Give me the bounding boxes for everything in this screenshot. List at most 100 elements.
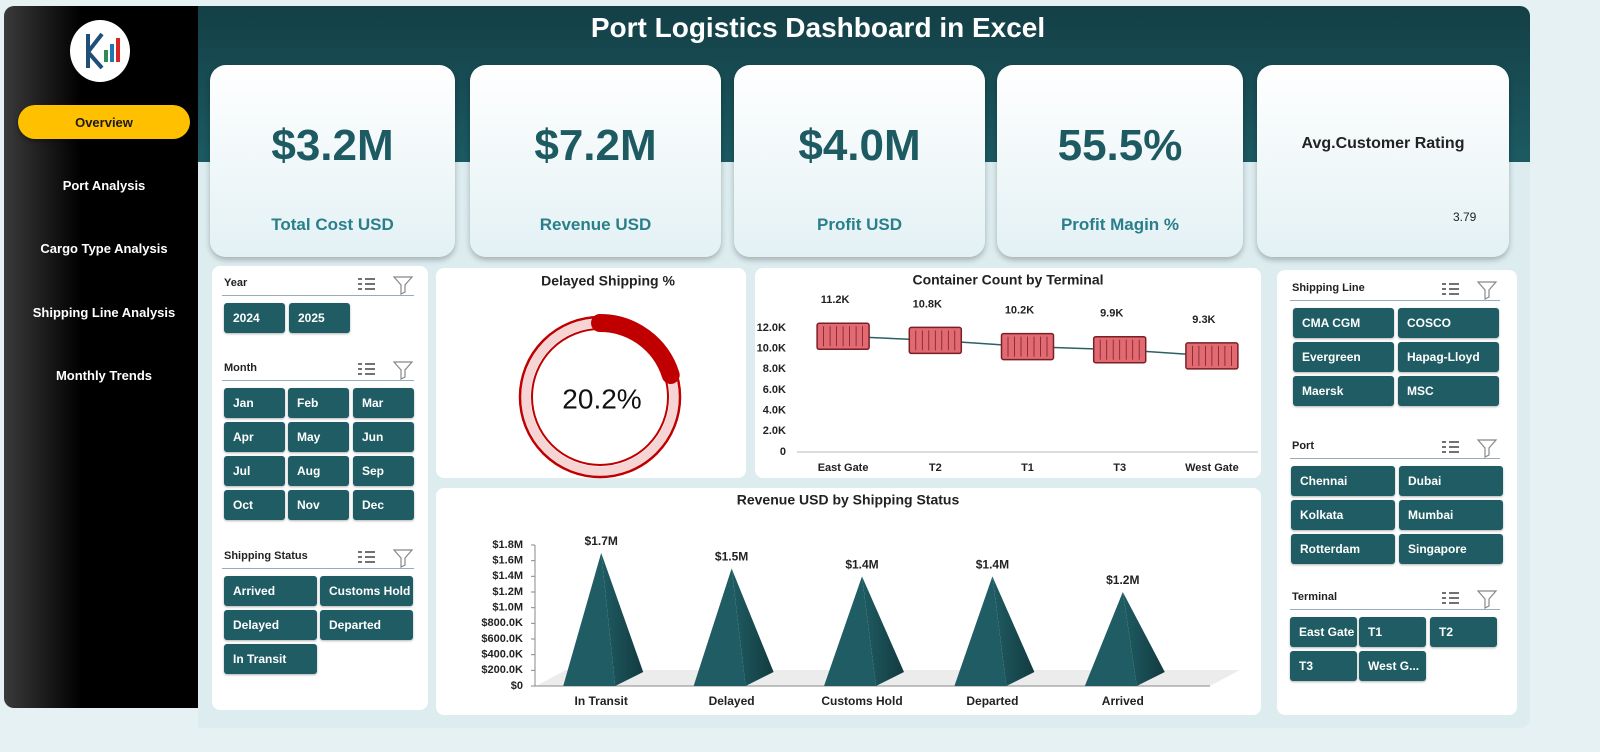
pyramid-side: [601, 552, 644, 686]
kpi-label: Profit USD: [817, 215, 902, 234]
slicer-item[interactable]: Feb: [288, 388, 349, 418]
y-tick-label: 8.0K: [763, 363, 786, 375]
x-tick-label: In Transit: [575, 694, 628, 708]
clear-filter-icon: [1476, 590, 1498, 609]
slicer-item[interactable]: MSC: [1398, 376, 1499, 406]
kpi-card: 55.5% Profit Magin %: [997, 65, 1243, 257]
slicer-item[interactable]: 2025: [289, 303, 350, 333]
slicer-item[interactable]: West G...: [1359, 651, 1426, 681]
y-tick-label: 10.0K: [757, 343, 786, 355]
pyramid-side: [862, 576, 904, 686]
clear-filter-icon: [392, 361, 414, 380]
slicer-item[interactable]: Singapore: [1399, 534, 1503, 564]
slicer-item[interactable]: Jan: [224, 388, 285, 418]
nav-button[interactable]: Monthly Trends: [55, 367, 153, 383]
slicer-item[interactable]: Jul: [224, 456, 285, 486]
y-tick-label: $1.4M: [492, 570, 523, 582]
nav-button[interactable]: Overview: [18, 105, 190, 139]
kpi-label: Revenue USD: [539, 215, 652, 234]
nav-button[interactable]: Port Analysis: [62, 177, 146, 193]
pyramid-side: [992, 576, 1035, 686]
y-tick-label: 12.0K: [757, 322, 786, 334]
select-icon: [1442, 283, 1459, 295]
slicer-title: Port: [1292, 440, 1314, 452]
slicer-item[interactable]: Dec: [353, 490, 414, 520]
slicer-item[interactable]: Mumbai: [1399, 500, 1503, 530]
nav-button[interactable]: Shipping Line Analysis: [32, 304, 176, 320]
donut-arc: [591, 314, 680, 384]
data-label: $1.4M: [976, 558, 1009, 572]
kpi-value: $7.2M: [534, 121, 657, 170]
slicer-separator: [222, 295, 414, 296]
donut-panel: [436, 268, 746, 478]
slicer-item[interactable]: In Transit: [224, 644, 317, 674]
rating-value: 3.79: [1453, 210, 1477, 224]
slicer-item[interactable]: T1: [1359, 617, 1426, 647]
slicer-item[interactable]: CMA CGM: [1293, 308, 1394, 338]
kpi-card: $4.0M Profit USD: [734, 65, 985, 257]
slicer-item[interactable]: Hapag-Lloyd: [1398, 342, 1499, 372]
slicer-item[interactable]: Oct: [224, 490, 285, 520]
slicer-item[interactable]: East Gate: [1290, 617, 1357, 647]
donut-label: 20.2%: [562, 383, 641, 414]
slicer-item[interactable]: Aug: [288, 456, 349, 486]
y-tick-label: 6.0K: [763, 384, 786, 396]
y-tick-label: $1.2M: [492, 586, 523, 598]
clear-filter-icon: [1476, 281, 1498, 300]
slicer-item[interactable]: Maersk: [1293, 376, 1394, 406]
y-tick-label: 2.0K: [763, 425, 786, 437]
y-tick-label: $1.0M: [492, 602, 523, 614]
kpi-card: $3.2M Total Cost USD: [210, 65, 455, 257]
x-tick-label: Customs Hold: [821, 694, 902, 708]
slicer-separator: [1290, 609, 1500, 610]
data-label: 11.2K: [821, 294, 850, 306]
select-icon: [358, 278, 375, 290]
slicer-item[interactable]: Chennai: [1291, 466, 1395, 496]
slicer-item[interactable]: May: [288, 422, 349, 452]
y-tick-label: $600.0K: [481, 633, 523, 645]
slicer-item[interactable]: 2024: [224, 303, 285, 333]
slicer-item[interactable]: Evergreen: [1293, 342, 1394, 372]
slicer-item[interactable]: Arrived: [224, 576, 317, 606]
slicer-item[interactable]: Rotterdam: [1291, 534, 1395, 564]
y-tick-label: 0: [780, 446, 786, 458]
kpi-label: Profit Magin %: [1060, 215, 1180, 234]
y-tick-label: $800.0K: [481, 617, 523, 629]
slicer-item[interactable]: Delayed: [224, 610, 317, 640]
x-tick-label: East Gate: [818, 462, 869, 474]
nav-button[interactable]: Cargo Type Analysis: [40, 240, 168, 256]
pyramid-front: [563, 552, 616, 686]
pyramid-front: [824, 576, 876, 686]
clear-filter-icon: [1476, 439, 1498, 458]
data-label: $1.5M: [715, 550, 748, 564]
slicer-separator: [1290, 458, 1500, 459]
select-icon: [358, 363, 375, 375]
data-label: 9.9K: [1100, 308, 1123, 320]
kpi-label: Total Cost USD: [271, 215, 394, 234]
slicer-item[interactable]: Sep: [353, 456, 414, 486]
slicer-item[interactable]: Departed: [320, 610, 413, 640]
y-tick-label: $200.0K: [481, 664, 523, 676]
x-tick-label: Delayed: [709, 694, 755, 708]
slicer-title: Shipping Line: [1292, 282, 1365, 294]
data-label: 10.8K: [913, 298, 942, 310]
slicer-item[interactable]: Kolkata: [1291, 500, 1395, 530]
slicer-title: Year: [224, 277, 248, 289]
pyramid-front: [693, 568, 746, 686]
rating-card: Avg.Customer Rating 3.79: [1257, 65, 1509, 257]
slicer-item[interactable]: COSCO: [1398, 308, 1499, 338]
x-tick-label: T2: [929, 462, 942, 474]
slicer-item[interactable]: Dubai: [1399, 466, 1503, 496]
slicer-item[interactable]: Nov: [288, 490, 349, 520]
slicer-item[interactable]: T2: [1430, 617, 1497, 647]
slicer-item[interactable]: Jun: [353, 422, 414, 452]
select-icon: [358, 551, 375, 563]
slicer-item[interactable]: T3: [1290, 651, 1357, 681]
data-label: $1.7M: [585, 534, 618, 548]
slicer-title: Terminal: [1292, 591, 1338, 603]
slicer-item[interactable]: Apr: [224, 422, 285, 452]
slicer-item[interactable]: Mar: [353, 388, 414, 418]
chart-title: Delayed Shipping %: [541, 273, 675, 289]
slicer-item[interactable]: Customs Hold: [320, 576, 413, 606]
